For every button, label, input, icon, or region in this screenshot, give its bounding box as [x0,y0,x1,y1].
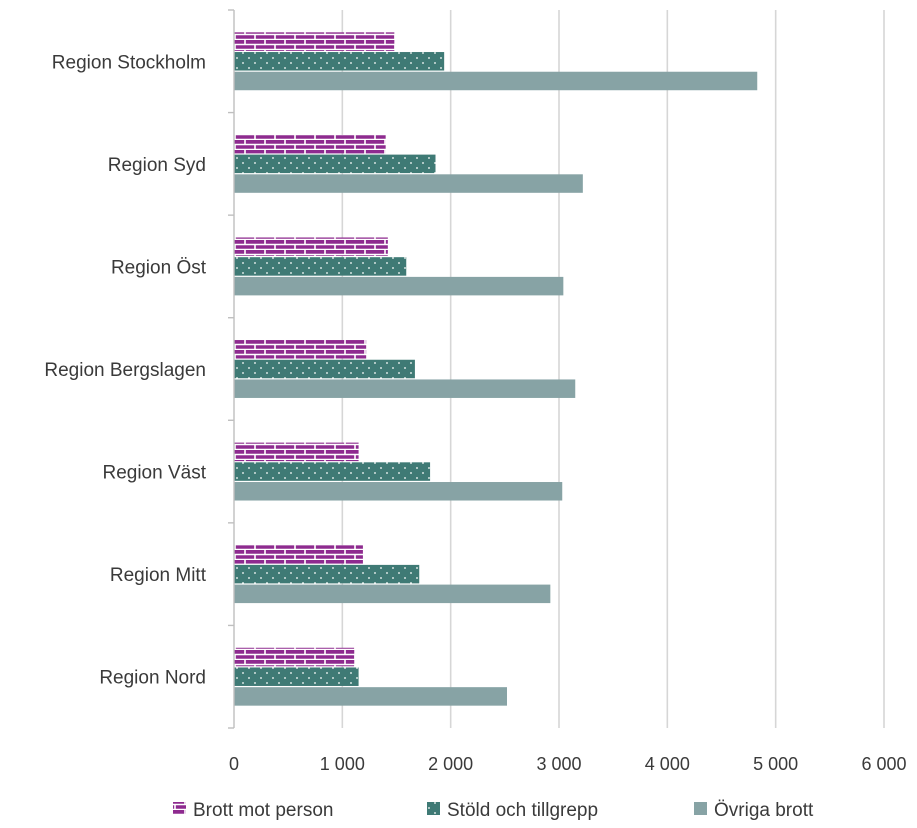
bar-ovriga-brott-region-bergslagen [234,379,576,398]
legend-swatch-stold-och-tillgrepp [427,802,440,815]
category-label-region-stockholm: Region Stockholm [52,52,206,73]
bar-stold-och-tillgrepp-region-bergslagen [234,359,415,379]
x-tick-label-2000: 2 000 [428,754,473,774]
bar-ovriga-brott-region-mitt [234,584,551,604]
x-tick-label-6000: 6 000 [861,754,906,774]
bar-stold-och-tillgrepp-region-syd [234,154,436,174]
legend-label-ovriga-brott: Övriga brott [714,800,814,821]
bar-stold-och-tillgrepp-region-ost [234,257,407,276]
bar-brott-mot-person-region-mitt [234,545,363,564]
category-label-region-syd: Region Syd [108,155,206,176]
bar-ovriga-brott-region-ost [234,276,564,296]
bar-ovriga-brott-region-stockholm [234,71,758,91]
category-label-region-vast: Region Väst [102,463,206,484]
bar-stold-och-tillgrepp-region-vast [234,462,431,481]
x-tick-label-5000: 5 000 [753,754,798,774]
bar-brott-mot-person-region-syd [234,134,386,154]
bar-brott-mot-person-region-vast [234,442,359,462]
legend-label-brott-mot-person: Brott mot person [193,800,333,821]
bar-brott-mot-person-region-nord [234,647,355,667]
bar-brott-mot-person-region-ost [234,237,388,256]
bar-ovriga-brott-region-vast [234,482,563,501]
legend-label-stold-och-tillgrepp: Stöld och tillgrepp [447,800,598,821]
bar-stold-och-tillgrepp-region-nord [234,667,359,686]
category-label-region-mitt: Region Mitt [110,565,207,586]
bar-ovriga-brott-region-syd [234,174,583,193]
category-label-region-nord: Region Nord [99,668,206,689]
legend-item-brott-mot-person: Brott mot person [173,800,333,821]
legend-item-stold-och-tillgrepp: Stöld och tillgrepp [427,800,598,821]
bar-stold-och-tillgrepp-region-mitt [234,564,420,584]
x-tick-label-1000: 1 000 [320,754,365,774]
bar-brott-mot-person-region-stockholm [234,32,395,51]
bar-stold-och-tillgrepp-region-stockholm [234,52,445,71]
x-tick-label-0: 0 [229,754,239,774]
legend-item-ovriga-brott: Övriga brott [694,800,814,821]
x-tick-label-4000: 4 000 [645,754,690,774]
bar-brott-mot-person-region-bergslagen [234,340,367,359]
category-label-region-bergslagen: Region Bergslagen [44,360,206,381]
legend-swatch-brott-mot-person [173,802,186,815]
legend-swatch-ovriga-brott [694,802,707,815]
category-label-region-ost: Region Öst [111,257,207,278]
bar-ovriga-brott-region-nord [234,687,507,706]
x-tick-label-3000: 3 000 [536,754,581,774]
